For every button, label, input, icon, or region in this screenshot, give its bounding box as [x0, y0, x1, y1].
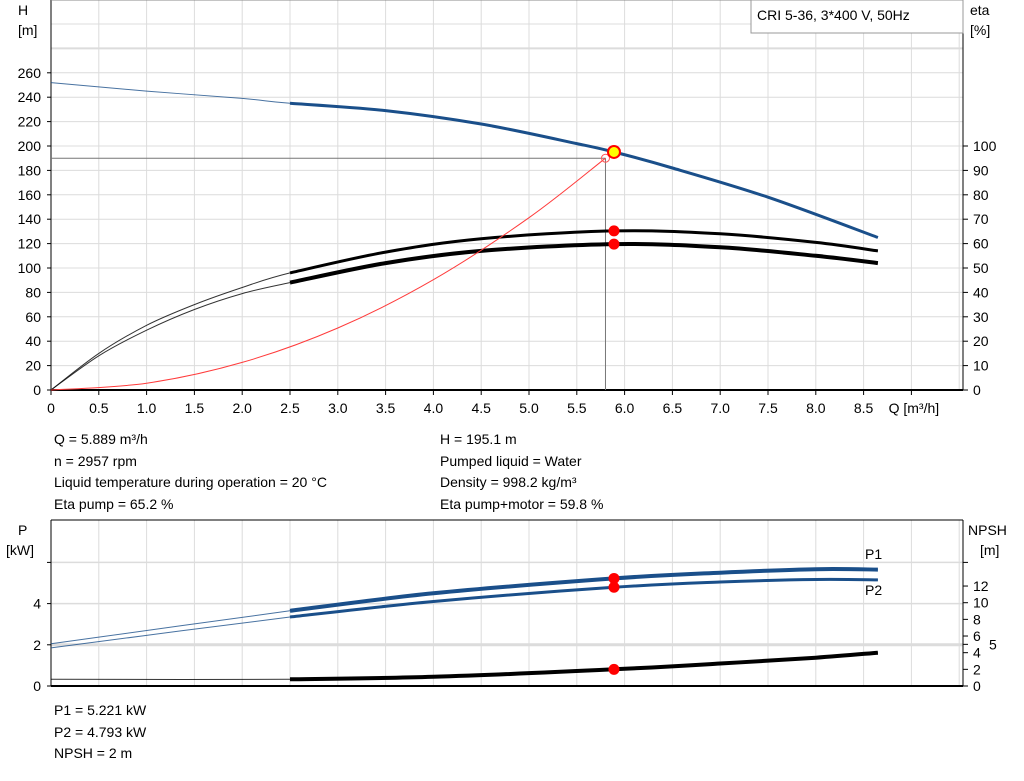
y-left-tick-label: 2	[33, 637, 41, 653]
duty-point-marker	[600, 153, 610, 163]
info-temp: Liquid temperature during operation = 20…	[54, 474, 327, 490]
info-q: Q = 5.889 m³/h	[54, 431, 148, 447]
y-right-tick-label: 50	[973, 260, 989, 276]
info-eta-pump: Eta pump = 65.2 %	[54, 495, 174, 512]
y-right-tick-label: 4	[973, 645, 981, 661]
y-right-tick-label: 100	[973, 138, 997, 154]
x-tick-label: 1.5	[185, 400, 205, 416]
x-tick-label: 5.5	[567, 400, 587, 416]
y-left-tick-label: 240	[18, 89, 42, 105]
y-right-tick-label: 0	[973, 382, 981, 398]
info-right: H = 195.1 m Pumped liquid = Water Densit…	[440, 429, 603, 515]
y-left-tick-label: 4	[33, 596, 41, 612]
P2-curve	[289, 577, 878, 619]
model-box	[750, 0, 964, 34]
info-npsh: NPSH = 2 m	[54, 745, 133, 761]
info-eta-total: Eta pump+motor = 59.8 %	[440, 495, 604, 512]
x-tick-label: 0.5	[89, 400, 109, 416]
y-left-tick-label: 220	[18, 114, 42, 130]
y-right-tick-label: 5	[989, 636, 997, 652]
x-tick-label: 8.0	[806, 400, 826, 416]
eta-pump-point	[608, 225, 620, 237]
x-axis-label: Q [m³/h]	[889, 400, 940, 416]
info-n: n = 2957 rpm	[54, 452, 137, 469]
y-left-tick-label: 120	[18, 236, 42, 252]
x-tick-label: 2.0	[232, 400, 252, 416]
y-left-tick-label: 100	[18, 260, 42, 276]
y-left-tick-label: 180	[18, 162, 42, 178]
x-tick-label: 3.0	[328, 400, 348, 416]
y-right-tick-label: 8	[973, 611, 981, 627]
y-right-tick-label: 90	[973, 162, 989, 178]
y-left-axis-title: P	[18, 522, 27, 538]
x-tick-label: 4.0	[424, 400, 444, 416]
x-tick-label: 8.5	[854, 400, 874, 416]
y-right-tick-label: 2	[973, 661, 981, 677]
y-left-axis-unit: [m]	[18, 22, 37, 38]
x-tick-label: 6.0	[615, 400, 635, 416]
y-right-tick-label: 0	[973, 678, 981, 694]
NPSH-curve	[289, 650, 879, 682]
y-right-axis-title: NPSH	[968, 522, 1007, 538]
x-tick-label: 1.0	[137, 400, 157, 416]
y-right-tick-label: 6	[973, 628, 981, 644]
eta-total-point	[608, 238, 620, 250]
npsh-point	[608, 663, 620, 675]
info-left: Q = 5.889 m³/h n = 2957 rpm Liquid tempe…	[54, 429, 327, 515]
x-tick-label: 6.5	[663, 400, 683, 416]
legend-p1: P1	[865, 546, 882, 562]
x-tick-label: 3.5	[376, 400, 396, 416]
y-right-tick-label: 12	[973, 578, 989, 594]
y-right-tick-label: 40	[973, 284, 989, 300]
y-left-axis-title: H	[18, 2, 28, 18]
y-left-tick-label: 160	[18, 187, 42, 203]
info-p1: P1 = 5.221 kW	[54, 702, 147, 718]
y-left-tick-label: 0	[33, 382, 41, 398]
H-curve	[289, 101, 879, 239]
y-right-axis-title: eta	[970, 2, 990, 18]
info-liquid: Pumped liquid = Water	[440, 452, 582, 469]
p1-point	[608, 572, 620, 584]
x-tick-label: 4.5	[471, 400, 491, 416]
y-left-axis-unit: [kW]	[6, 542, 34, 558]
info-bottom: P1 = 5.221 kW P2 = 4.793 kW NPSH = 2 m	[54, 700, 146, 765]
y-right-tick-label: 10	[973, 358, 989, 374]
y-left-tick-label: 20	[25, 358, 41, 374]
info-p2: P2 = 4.793 kW	[54, 723, 147, 740]
y-left-tick-label: 140	[18, 211, 42, 227]
y-left-tick-label: 200	[18, 138, 42, 154]
x-tick-label: 7.0	[710, 400, 730, 416]
y-left-tick-label: 0	[33, 678, 41, 694]
x-tick-label: 2.5	[280, 400, 300, 416]
operating-point	[606, 144, 621, 159]
info-density: Density = 998.2 kg/m³	[440, 474, 577, 490]
y-right-tick-label: 20	[973, 333, 989, 349]
model-label: CRI 5-36, 3*400 V, 50Hz	[757, 7, 910, 23]
y-left-tick-label: 260	[18, 65, 42, 81]
x-tick-label: 0	[47, 400, 55, 416]
x-tick-label: 5.0	[519, 400, 539, 416]
y-left-tick-label: 80	[25, 284, 41, 300]
y-right-tick-label: 70	[973, 211, 989, 227]
legend-p2: P2	[865, 582, 882, 598]
y-right-axis-unit: [%]	[970, 22, 990, 38]
system-curve	[50, 157, 606, 391]
P1-curve	[289, 567, 878, 613]
y-right-tick-label: 30	[973, 309, 989, 325]
y-right-tick-label: 60	[973, 236, 989, 252]
y-right-axis-unit: [m]	[980, 542, 999, 558]
p2-point	[608, 581, 620, 593]
y-left-tick-label: 40	[25, 333, 41, 349]
y-right-tick-label: 80	[973, 187, 989, 203]
y-right-tick-label: 10	[973, 595, 989, 611]
x-tick-label: 7.5	[758, 400, 778, 416]
info-h: H = 195.1 m	[440, 431, 517, 447]
y-left-tick-label: 60	[25, 309, 41, 325]
